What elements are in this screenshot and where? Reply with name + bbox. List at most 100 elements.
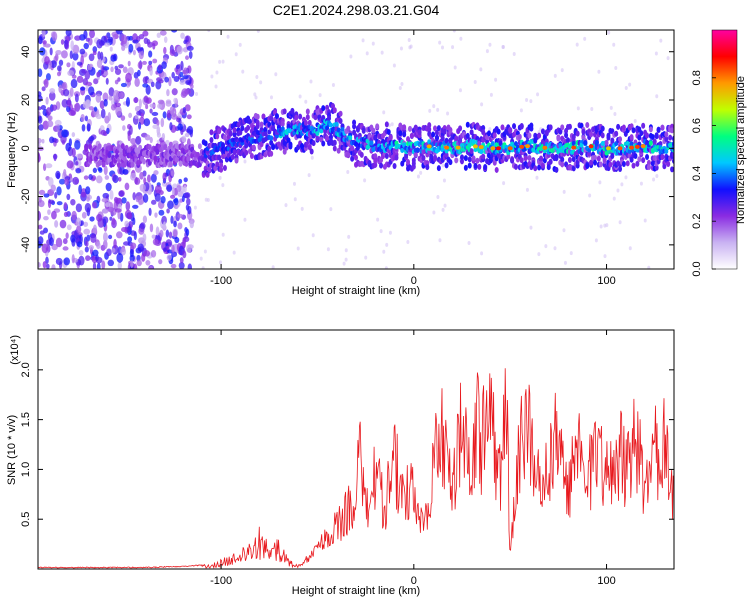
spectrogram-band-cell	[97, 159, 102, 166]
spectrogram-peak-cell	[444, 145, 450, 150]
spectrogram-noise-cell	[135, 135, 142, 145]
spectrogram-band-cell	[307, 119, 312, 126]
spectrogram-speckle-cell	[382, 249, 386, 254]
spectrogram-band-cell	[303, 119, 308, 126]
spectrogram-noise-cell	[51, 264, 56, 269]
spectrogram-speckle-cell	[218, 59, 222, 64]
spectrogram-band-cell	[645, 154, 650, 161]
spectrogram-noise-cell	[86, 196, 90, 202]
spectrogram-noise-cell	[47, 177, 54, 187]
spectrogram-noise-cell	[156, 119, 160, 127]
spectrogram-speckle-cell	[458, 88, 462, 93]
spectrogram-noise-cell	[62, 246, 69, 251]
spectrogram-band-cell	[274, 113, 279, 120]
spectrogram-speckle-cell	[618, 220, 622, 225]
spectrogram-noise-cell	[170, 215, 174, 224]
spectrogram-speckle-cell	[536, 92, 540, 97]
spectrogram-noise-cell	[173, 220, 177, 228]
spectrogram-band-cell	[656, 126, 661, 133]
spectrogram-noise-cell	[183, 67, 189, 76]
spectrogram-noise-cell	[38, 115, 43, 124]
spectrogram-noise-cell	[76, 75, 84, 84]
spectrogram-noise-cell	[96, 213, 103, 222]
spectrogram-noise-cell	[145, 104, 149, 110]
spectrogram-peak-cell	[496, 146, 502, 151]
spectrogram-speckle-cell	[298, 94, 302, 99]
spectrogram-speckle-cell	[612, 42, 616, 47]
spectrogram-noise-cell	[76, 153, 84, 159]
spectrogram-band-cell	[458, 125, 463, 132]
spectrogram-band-cell	[589, 159, 594, 166]
spectrogram-band-cell	[440, 135, 445, 142]
spectrogram-noise-cell	[72, 52, 79, 61]
spectrogram-speckle-cell	[659, 38, 663, 43]
spectrogram-noise-cell	[51, 210, 57, 220]
spectrogram-band-cell	[448, 159, 453, 166]
spectrogram-band-cell	[327, 115, 332, 122]
spectrogram-noise-cell	[38, 236, 44, 245]
spectrogram-band-cell	[259, 121, 264, 128]
spectrogram-noise-cell	[39, 230, 45, 235]
spectrogram-band-cell	[629, 156, 634, 163]
spectrogram-noise-cell	[38, 36, 43, 45]
spectrogram-noise-cell	[90, 233, 97, 243]
spectrogram-speckle-cell	[399, 46, 403, 51]
snr-xlabel: Height of straight line (km)	[292, 585, 420, 597]
spectrogram-band-cell	[463, 155, 468, 162]
spectrogram-speckle-cell	[562, 228, 566, 233]
spectrogram-noise-cell	[54, 119, 62, 127]
spectrogram-speckle-cell	[201, 266, 205, 269]
spectrogram-noise-cell	[38, 110, 41, 117]
spectrogram-noise-cell	[81, 211, 87, 219]
spectrogram-noise-cell	[61, 50, 68, 59]
spectrogram-noise-cell	[65, 30, 72, 37]
spectrogram-band-cell	[153, 155, 158, 162]
spectrogram-frame	[37, 29, 675, 270]
spectrogram-band-cell	[203, 140, 208, 147]
spectrogram-speckle-cell	[624, 175, 628, 180]
snr-xtick-label: 0	[411, 575, 417, 587]
spectrogram-noise-cell	[42, 40, 47, 45]
spectrogram-noise-cell	[139, 184, 146, 192]
spectrogram-peak-cell	[525, 144, 531, 149]
spectrogram-speckle-cell	[654, 51, 658, 56]
spectrogram-noise-cell	[138, 200, 143, 206]
spectrogram-band-cell	[477, 163, 482, 170]
spectrogram-band-cell	[338, 110, 343, 117]
spectrogram-noise-cell	[151, 199, 157, 205]
spectrogram-noise-cell	[96, 71, 101, 78]
spectrogram-noise-cell	[42, 261, 47, 269]
spectrogram-band-cell	[486, 130, 491, 137]
spectrogram-band-cell	[434, 134, 439, 141]
spectrogram-noise-cell	[180, 32, 185, 39]
spectrogram-band-cell	[592, 159, 597, 166]
spectrogram-speckle-cell	[432, 210, 436, 215]
spectrogram-speckle-cell	[563, 260, 567, 265]
spectrogram-peak-cell	[542, 145, 548, 150]
spectrogram-band-cell	[425, 164, 430, 171]
spectrogram-noise-cell	[177, 123, 183, 131]
spectrogram-noise-cell	[56, 124, 60, 133]
spectrogram-band-cell	[608, 161, 613, 168]
spectrogram-band-cell	[232, 127, 237, 134]
spectrogram-noise-cell	[177, 222, 183, 230]
spectrogram-band-cell	[664, 131, 669, 138]
spectrogram-speckle-cell	[364, 255, 368, 260]
spectrogram-band-cell	[255, 113, 260, 120]
spectrogram-noise-cell	[46, 107, 52, 116]
spectrogram-noise-cell	[77, 241, 83, 248]
spectrogram-noise-cell	[100, 108, 106, 119]
spectrogram-noise-cell	[110, 66, 114, 73]
spectrogram-noise-cell	[41, 138, 45, 144]
spectrogram-core-cell	[513, 141, 518, 147]
spectrogram-band-cell	[554, 166, 559, 173]
spectrogram-speckle-cell	[453, 65, 457, 70]
spectrogram-band-cell	[305, 114, 310, 121]
spectrogram-noise-cell	[171, 30, 178, 33]
spectrogram-speckle-cell	[607, 30, 611, 35]
spectrogram-noise-cell	[186, 114, 192, 120]
spectrogram-noise-cell	[152, 42, 156, 50]
spectrogram-noise-cell	[110, 104, 117, 111]
spectrogram-noise-cell	[74, 35, 82, 41]
